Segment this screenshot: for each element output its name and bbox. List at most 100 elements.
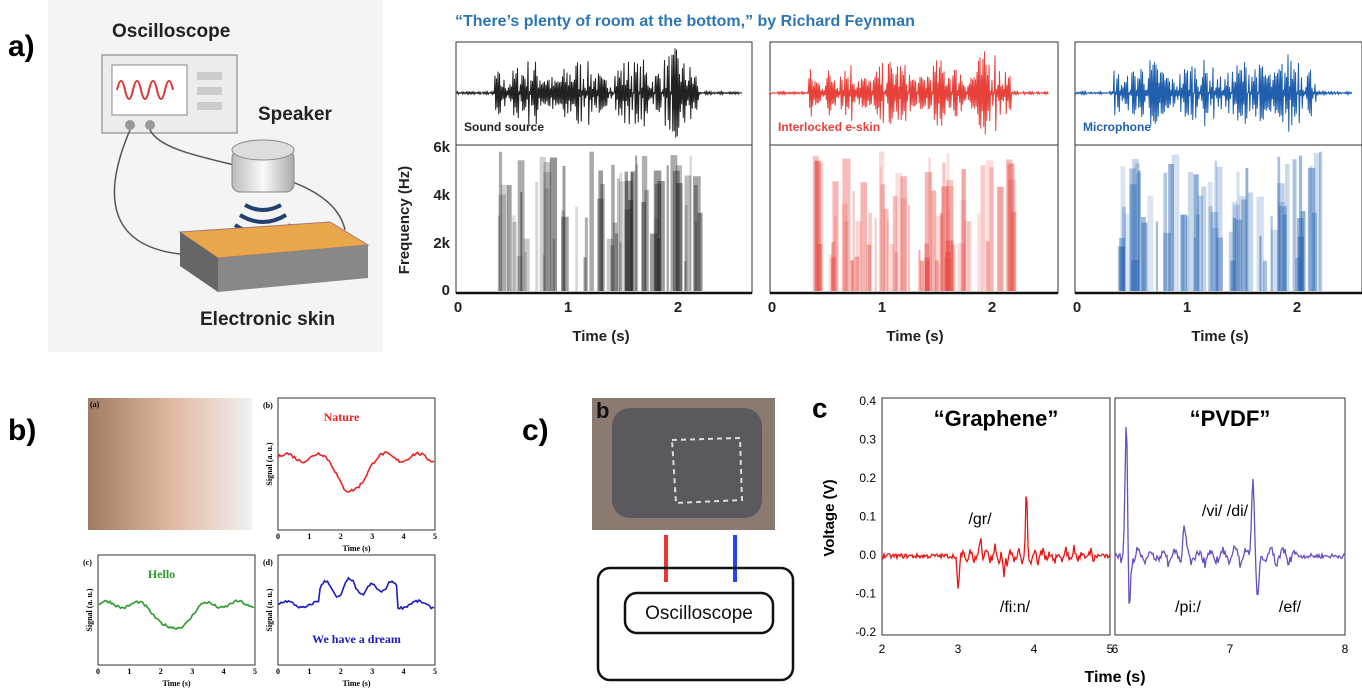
y-tick-label: 0.4 xyxy=(859,394,876,408)
spectrogram-streak xyxy=(654,217,659,291)
spectrogram-streak xyxy=(1259,235,1262,291)
spectrogram-streak xyxy=(584,217,588,291)
y-axis-label: Signal (a. u.) xyxy=(85,588,94,631)
spectrogram-streak xyxy=(616,178,620,291)
spectrogram-streak xyxy=(1140,216,1146,291)
spectrogram-streak xyxy=(966,221,973,291)
sub-tag: (b) xyxy=(263,401,273,410)
spectrogram-streak xyxy=(1311,212,1317,291)
spectrogram-streak xyxy=(1163,232,1171,291)
phoneme-label: /ef/ xyxy=(1279,599,1302,616)
spectrogram-streak xyxy=(945,252,951,291)
spectrogram-streak xyxy=(683,260,687,291)
x-tick-label: 8 xyxy=(1342,642,1349,656)
spectrogram-streak xyxy=(1230,260,1236,291)
signal xyxy=(97,599,255,631)
sub-tag: (c) xyxy=(83,558,92,567)
spectrogram-streak xyxy=(852,190,856,291)
spectrogram-streak xyxy=(851,260,854,291)
sub-tag: (d) xyxy=(263,558,273,567)
plot-frame xyxy=(881,397,1111,636)
spectrogram-streak xyxy=(575,206,578,291)
spectrogram-streak xyxy=(654,183,662,291)
figure-title: “There’s plenty of room at the bottom,” … xyxy=(455,13,915,30)
spectrogram-streak xyxy=(693,184,698,291)
x-tick-label: 3 xyxy=(370,667,374,676)
spectrogram-streak xyxy=(841,204,848,291)
x-tick-label: 0 xyxy=(454,299,462,316)
panel-label: b) xyxy=(8,414,36,447)
spectrogram-streak xyxy=(1298,155,1303,291)
spectrogram-streak xyxy=(1006,159,1013,291)
spectrogram-streak xyxy=(630,172,634,291)
plot-frame xyxy=(277,554,436,666)
spectrogram-streak xyxy=(946,179,954,291)
plot-frame xyxy=(97,554,256,666)
spectrogram-streak xyxy=(657,181,665,291)
outer-box xyxy=(596,566,795,682)
spectrogram-streak xyxy=(544,188,550,291)
spectrogram-streak xyxy=(935,260,939,291)
spectrogram-streak xyxy=(989,167,994,291)
spectrogram-streak xyxy=(1187,171,1193,291)
spectrogram-streak xyxy=(1180,214,1188,291)
x-tick-label: 0 xyxy=(276,532,280,541)
spectrogram-streak xyxy=(1318,151,1323,291)
spectrogram-streak xyxy=(1216,237,1224,291)
spectrogram-streak xyxy=(900,198,907,291)
spectrogram-streak xyxy=(624,171,629,291)
x-tick-label: 6 xyxy=(1112,642,1119,656)
legend-label: Sound source xyxy=(464,120,544,134)
spectrogram-streak xyxy=(684,175,692,291)
spectrogram-streak xyxy=(523,238,530,291)
spectrogram-streak xyxy=(924,257,930,291)
spectrogram-streak xyxy=(600,183,605,291)
spectrogram-streak xyxy=(1228,231,1233,291)
x-axis-label: Time (s) xyxy=(342,679,370,688)
spectrogram-streak xyxy=(946,185,954,291)
spectrogram-streak xyxy=(855,221,862,291)
chart-tag: c xyxy=(812,392,828,423)
spectrogram-streak xyxy=(850,260,854,291)
spectrogram-streak xyxy=(860,182,867,291)
spectrogram-streak xyxy=(610,245,615,291)
knob xyxy=(197,72,222,80)
spectrogram-box xyxy=(769,144,1059,294)
spectrogram-streak xyxy=(828,254,834,291)
spectrogram-streak xyxy=(672,170,680,291)
x-tick-label: 2 xyxy=(879,642,886,656)
spectrogram-streak xyxy=(694,221,698,291)
waveform xyxy=(455,48,743,138)
x-tick-label: 4 xyxy=(402,532,406,541)
x-tick-label: 0 xyxy=(96,667,100,676)
spectrogram-streak xyxy=(562,165,566,291)
spectrogram-streak xyxy=(844,220,849,291)
spectrogram-streak xyxy=(814,161,819,291)
spectrogram-streak xyxy=(1277,156,1281,291)
spectrogram-streak xyxy=(516,256,523,291)
spectrogram-streak xyxy=(539,156,546,291)
spectrogram-streak xyxy=(1296,217,1304,291)
spectrogram-streak xyxy=(597,198,604,291)
spectrogram-streak xyxy=(689,155,692,291)
spectrogram-streak xyxy=(1119,238,1125,291)
port xyxy=(125,120,135,130)
panel-label: c) xyxy=(522,414,549,447)
x-tick-label: 1 xyxy=(307,667,311,676)
spectrogram-streak xyxy=(1292,159,1297,291)
spectrogram-streak xyxy=(900,176,907,291)
spectrogram-streak xyxy=(928,157,931,291)
x-tick-label: 2 xyxy=(674,299,682,316)
spectrogram-streak xyxy=(1247,192,1254,291)
legend-label: Interlocked e-skin xyxy=(778,120,880,134)
x-tick-label: 3 xyxy=(190,667,194,676)
spectrogram-streak xyxy=(963,221,971,291)
spectrogram-streak xyxy=(880,184,886,291)
spectrogram-streak xyxy=(1147,195,1154,291)
x-axis-label: Time (s) xyxy=(1191,328,1248,345)
spectrogram-streak xyxy=(1132,159,1139,291)
spectrogram-streak xyxy=(918,249,921,291)
word-label: Hello xyxy=(148,567,175,581)
spectrogram-streak xyxy=(635,164,639,291)
waveform xyxy=(1074,54,1353,132)
